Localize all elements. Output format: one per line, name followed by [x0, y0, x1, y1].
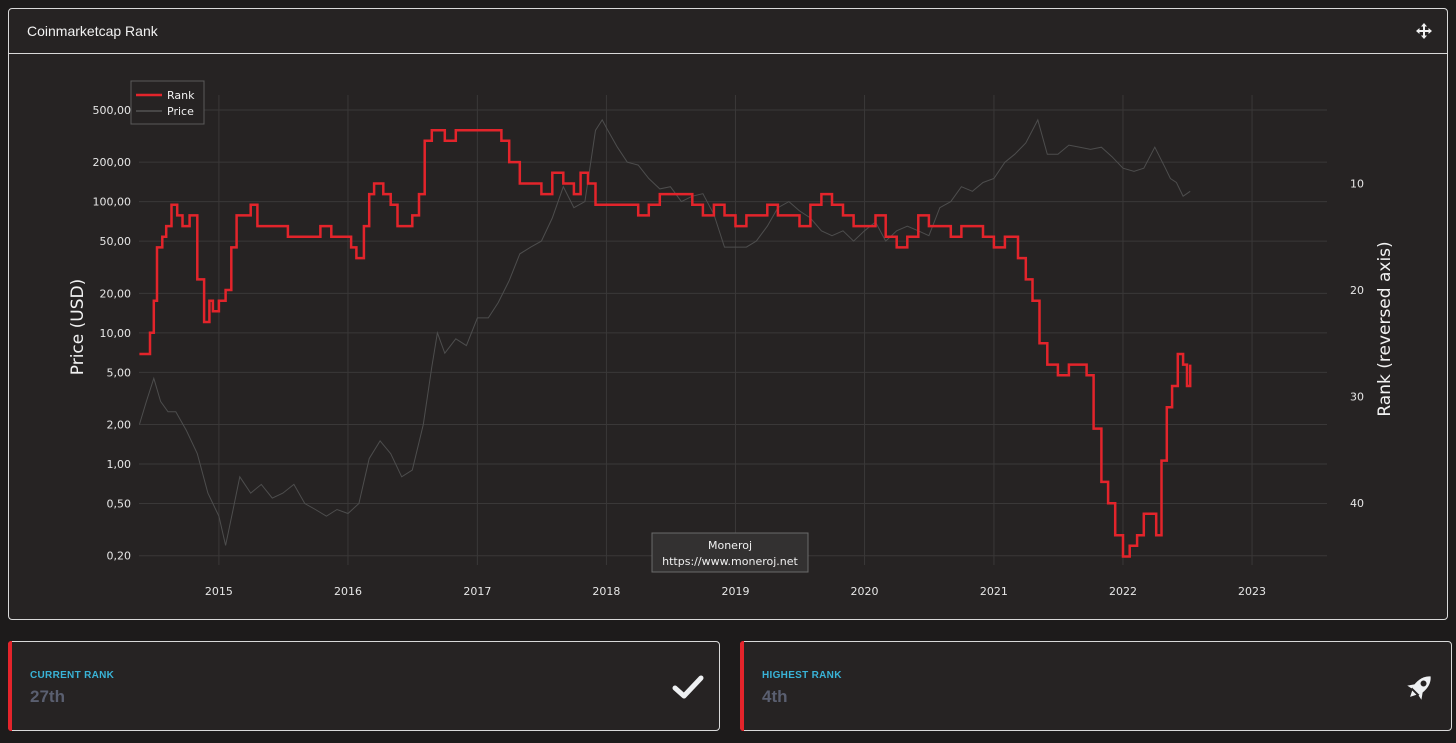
- current-rank-card: CURRENT RANK 27th: [8, 641, 720, 731]
- accent-bar: [8, 641, 12, 731]
- watermark-name: Moneroj: [708, 539, 752, 552]
- x-tick-label: 2021: [980, 585, 1008, 598]
- y-axis-left-title: Price (USD): [68, 279, 88, 375]
- y-right-tick-label: 30: [1350, 391, 1364, 404]
- legend-rank-label: Rank: [167, 89, 195, 102]
- x-tick-label: 2020: [851, 585, 879, 598]
- legend-price-label: Price: [167, 105, 194, 118]
- x-tick-label: 2016: [334, 585, 362, 598]
- x-tick-label: 2023: [1238, 585, 1266, 598]
- chart-legend[interactable]: Rank Price: [130, 80, 205, 125]
- current-rank-value: 27th: [30, 687, 65, 706]
- axis-ticks: 0,20 0,50 1,00 2,00 5,00 10,00 20,00 50,00 100,0…: [93, 104, 1365, 598]
- price-series: [138, 118, 1191, 546]
- y-right-tick-label: 20: [1350, 284, 1364, 297]
- y-left-tick-label: 10,00: [100, 327, 132, 340]
- card-title: Coinmarketcap Rank: [27, 23, 158, 39]
- rank-chart-card: Coinmarketcap Rank 0,20 0,50 1,00 2,00 5,00 1…: [8, 8, 1448, 620]
- y-left-tick-label: 100,00: [93, 196, 132, 209]
- x-tick-label: 2019: [721, 585, 749, 598]
- price-line: [138, 118, 1191, 546]
- y-left-tick-label: 20,00: [100, 287, 132, 300]
- move-arrows-icon[interactable]: [1415, 22, 1433, 40]
- highest-rank-card: HIGHEST RANK 4th: [740, 641, 1452, 731]
- y-right-tick-label: 10: [1350, 177, 1364, 190]
- y-axis-right-title: Rank (reversed axis): [1375, 241, 1395, 416]
- rank-line: [139, 128, 1192, 558]
- y-right-tick-label: 40: [1350, 497, 1364, 510]
- card-header: Coinmarketcap Rank: [9, 9, 1447, 54]
- rank-price-chart: 0,20 0,50 1,00 2,00 5,00 10,00 20,00 50,00 100,0…: [68, 80, 1395, 598]
- y-left-tick-label: 1,00: [107, 458, 132, 471]
- accent-bar: [740, 641, 744, 731]
- y-left-tick-label: 50,00: [100, 235, 132, 248]
- highest-rank-value: 4th: [762, 687, 788, 706]
- x-tick-label: 2015: [205, 585, 233, 598]
- x-tick-label: 2017: [463, 585, 491, 598]
- watermark: Moneroj https://www.moneroj.net: [651, 532, 809, 573]
- y-left-tick-label: 0,20: [107, 550, 132, 563]
- checkmark-icon: [672, 675, 704, 699]
- y-left-tick-label: 5,00: [107, 366, 132, 379]
- current-rank-label: CURRENT RANK: [30, 670, 115, 681]
- y-left-tick-label: 0,50: [107, 498, 132, 511]
- highest-rank-label: HIGHEST RANK: [762, 670, 842, 681]
- y-left-tick-label: 500,00: [93, 104, 132, 117]
- x-tick-label: 2022: [1109, 585, 1137, 598]
- rank-series: [139, 128, 1192, 558]
- y-left-tick-label: 200,00: [93, 156, 132, 169]
- watermark-url: https://www.moneroj.net: [662, 555, 798, 568]
- y-left-tick-label: 2,00: [107, 419, 132, 432]
- grid-lines: [139, 95, 1327, 565]
- x-tick-label: 2018: [592, 585, 620, 598]
- rocket-icon: [1407, 676, 1431, 700]
